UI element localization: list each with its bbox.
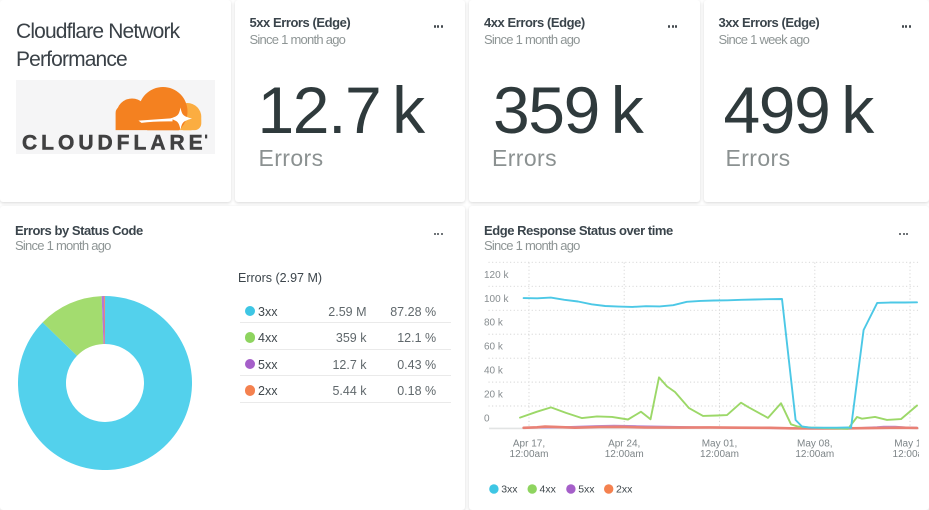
svg-text:120 k: 120 k [484, 270, 509, 281]
svg-text:5xx: 5xx [578, 484, 595, 496]
svg-text:20 k: 20 k [484, 389, 504, 400]
svg-text:12:00am: 12:00am [510, 449, 549, 460]
svg-text:60 k: 60 k [484, 342, 504, 353]
svg-text:May 01,: May 01, [702, 439, 738, 450]
svg-text:CLOUDFLARE: CLOUDFLARE [22, 131, 207, 154]
svg-text:May 08,: May 08, [797, 439, 833, 450]
svg-text:80 k: 80 k [484, 318, 504, 329]
svg-text:Apr 17,: Apr 17, [513, 439, 545, 450]
svg-text:3xx: 3xx [501, 484, 518, 496]
svg-text:100 k: 100 k [484, 294, 509, 305]
svg-text:40 k: 40 k [484, 366, 504, 377]
svg-text:12:00am: 12:00am [700, 449, 739, 460]
svg-text:0: 0 [484, 413, 490, 424]
svg-text:4xx: 4xx [540, 484, 557, 496]
svg-text:May 15,: May 15, [894, 439, 919, 450]
svg-text:12:00am: 12:00am [605, 449, 644, 460]
svg-text:2xx: 2xx [616, 484, 633, 496]
svg-text:12:00am: 12:00am [795, 449, 834, 460]
svg-text:Apr 24,: Apr 24, [608, 439, 640, 450]
svg-text:12:00am: 12:00am [893, 449, 919, 460]
